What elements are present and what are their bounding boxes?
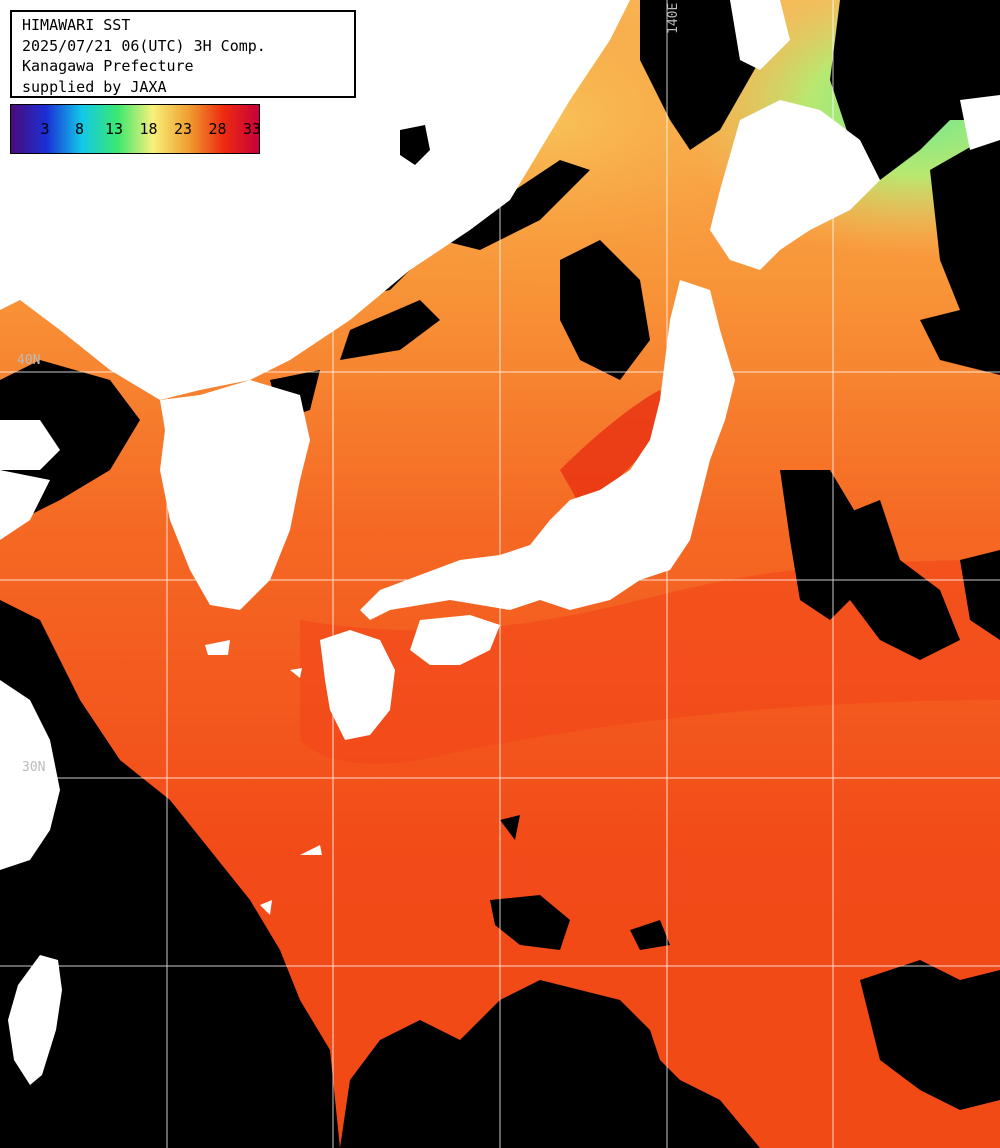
legend-tick-label: 13 <box>104 120 124 138</box>
region-name: Kanagawa Prefecture <box>22 57 194 75</box>
warm-japan-sea-coast <box>560 390 670 505</box>
legend-tick-label: 23 <box>173 120 193 138</box>
legend-tick-label: 8 <box>74 120 85 138</box>
temperature-legend: 3 8 13 18 23 28 33 <box>10 104 262 154</box>
data-credit: supplied by JAXA <box>22 77 167 96</box>
product-title: HIMAWARI SST <box>22 16 131 34</box>
no-data-island <box>400 125 430 165</box>
lon-label-140e: 140E <box>666 2 681 34</box>
land <box>0 0 1000 1085</box>
lat-label-30n: 30N <box>22 760 46 775</box>
legend-tick-label: 18 <box>139 120 158 138</box>
info-box: HIMAWARI SST 2025/07/21 06(UTC) 3H Comp.… <box>10 10 356 98</box>
legend-ticks: 3 8 13 18 23 28 33 <box>11 120 262 140</box>
legend-tick-label: 28 <box>208 120 227 138</box>
legend-tick-label: 3 <box>40 120 50 138</box>
legend-tick-label: 33 <box>242 120 262 138</box>
timestamp: 2025/07/21 06(UTC) 3H Comp. <box>22 36 266 55</box>
legend-color-bar <box>11 105 259 153</box>
lat-label-40n: 40N <box>17 353 41 368</box>
